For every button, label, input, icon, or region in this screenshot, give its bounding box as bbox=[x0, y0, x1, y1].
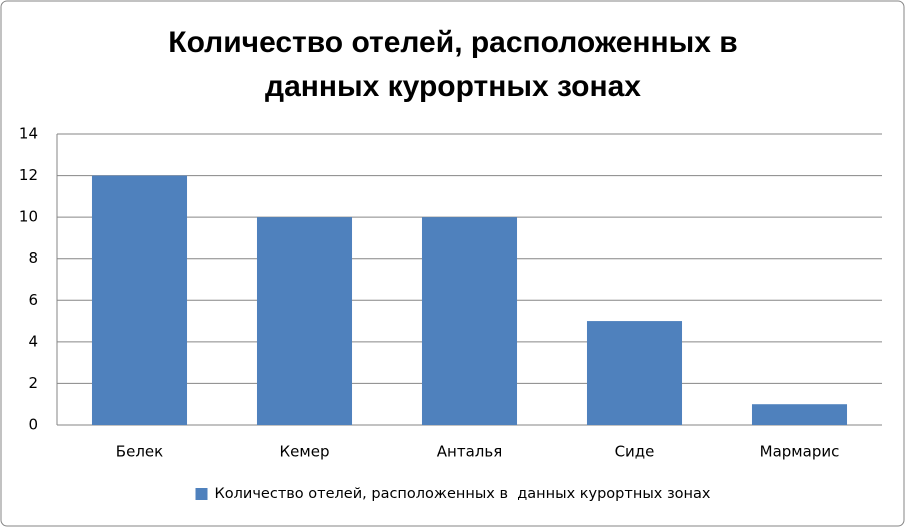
bar bbox=[256, 217, 353, 425]
bar bbox=[751, 404, 848, 425]
x-tick-label: Анталья bbox=[437, 443, 502, 461]
y-tick-label: 8 bbox=[28, 249, 38, 267]
y-tick-label: 4 bbox=[28, 332, 38, 350]
bar bbox=[586, 321, 683, 425]
legend-label: Количество отелей, расположенных в данны… bbox=[215, 486, 711, 502]
chart-title: Количество отелей, расположенных в bbox=[168, 26, 737, 59]
legend-swatch bbox=[195, 488, 208, 500]
bar bbox=[421, 217, 518, 425]
x-tick-label: Мармарис bbox=[760, 443, 840, 461]
x-tick-label: Сиде bbox=[615, 443, 655, 461]
y-tick-label: 0 bbox=[28, 416, 38, 434]
y-tick-label: 6 bbox=[28, 291, 38, 309]
bar bbox=[91, 175, 188, 425]
y-tick-label: 12 bbox=[19, 166, 38, 184]
y-tick-label: 2 bbox=[28, 374, 38, 392]
y-tick-label: 10 bbox=[19, 208, 38, 226]
x-tick-label: Белек bbox=[116, 443, 163, 461]
chart-title: данных курортных зонах bbox=[265, 70, 641, 103]
y-tick-label: 14 bbox=[19, 125, 38, 143]
x-tick-label: Кемер bbox=[280, 443, 330, 461]
